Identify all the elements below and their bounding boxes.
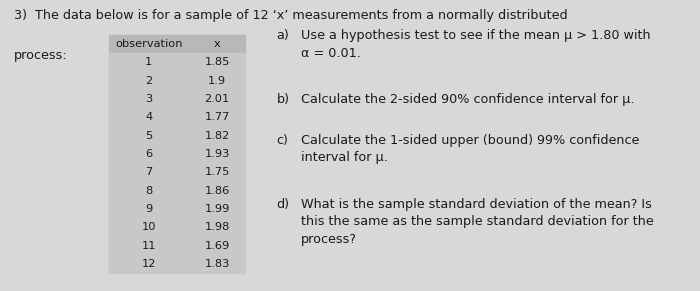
Text: observation: observation: [115, 39, 183, 49]
Text: 2.01: 2.01: [204, 94, 230, 104]
Text: 3: 3: [145, 94, 153, 104]
Text: 1.9: 1.9: [208, 76, 226, 86]
Text: Use a hypothesis test to see if the mean μ > 1.80 with
α = 0.01.: Use a hypothesis test to see if the mean…: [301, 29, 650, 60]
Text: b): b): [276, 93, 290, 106]
Text: c): c): [276, 134, 288, 147]
Text: 1.69: 1.69: [204, 241, 230, 251]
Text: a): a): [276, 29, 289, 42]
Text: 6: 6: [145, 149, 153, 159]
Text: 1.85: 1.85: [204, 57, 230, 68]
Text: 5: 5: [145, 131, 153, 141]
Text: 1.77: 1.77: [204, 112, 230, 123]
Text: 4: 4: [145, 112, 153, 123]
Text: 9: 9: [145, 204, 153, 214]
Text: 1.82: 1.82: [204, 131, 230, 141]
Text: 8: 8: [145, 186, 153, 196]
Text: 2: 2: [145, 76, 153, 86]
Text: 3)  The data below is for a sample of 12 ‘x’ measurements from a normally distri: 3) The data below is for a sample of 12 …: [14, 9, 568, 22]
Text: Calculate the 1-sided upper (bound) 99% confidence
interval for μ.: Calculate the 1-sided upper (bound) 99% …: [301, 134, 639, 164]
Text: x: x: [214, 39, 220, 49]
Text: process:: process:: [14, 49, 68, 63]
Text: 1.98: 1.98: [204, 222, 230, 233]
Text: 1.86: 1.86: [204, 186, 230, 196]
Text: What is the sample standard deviation of the mean? Is
this the same as the sampl: What is the sample standard deviation of…: [301, 198, 654, 246]
Text: 1: 1: [145, 57, 153, 68]
Text: 11: 11: [141, 241, 156, 251]
Text: 1.75: 1.75: [204, 167, 230, 178]
Text: 1.99: 1.99: [204, 204, 230, 214]
Text: 10: 10: [141, 222, 156, 233]
Text: Calculate the 2-sided 90% confidence interval for μ.: Calculate the 2-sided 90% confidence int…: [301, 93, 634, 106]
Text: 7: 7: [145, 167, 153, 178]
Text: 12: 12: [141, 259, 156, 269]
Text: d): d): [276, 198, 290, 211]
Text: 1.93: 1.93: [204, 149, 230, 159]
Text: 1.83: 1.83: [204, 259, 230, 269]
